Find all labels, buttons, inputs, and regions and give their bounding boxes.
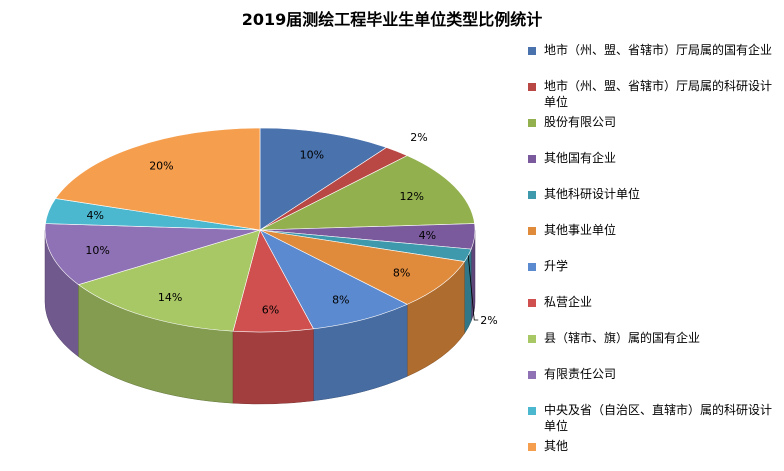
- legend-label: 地市（州、盟、省辖市）厅局属的国有企业: [544, 43, 773, 57]
- legend-label: 其他: [544, 439, 569, 453]
- legend-item-10: 有限责任公司: [528, 366, 780, 382]
- pie-slice-9: [77, 229, 261, 332]
- legend-swatch: [528, 335, 536, 343]
- data-label-4: 4%: [419, 229, 436, 242]
- pie-slice-12: [55, 127, 261, 231]
- legend-item-6: 其他事业单位: [528, 222, 780, 238]
- legend-item-12: 其他: [528, 438, 780, 454]
- legend-swatch: [528, 155, 536, 163]
- data-label-3: 12%: [400, 190, 424, 203]
- pie-slice-3: [259, 155, 475, 231]
- legend-item-11: 中央及省（自治区、直辖市）属的科研设计单位: [528, 402, 780, 434]
- legend-label: 股份有限公司: [544, 115, 617, 129]
- data-label-11: 4%: [87, 209, 104, 222]
- pie-side-8: [232, 328, 314, 405]
- data-label-1: 10%: [300, 148, 324, 161]
- data-label-7: 8%: [332, 294, 349, 307]
- legend-item-7: 升学: [528, 258, 780, 274]
- data-label-9: 14%: [158, 291, 182, 304]
- legend-label: 地市（州、盟、省辖市）厅局属的科研设计单位: [544, 79, 773, 109]
- legend-label: 升学: [544, 259, 569, 273]
- legend-label: 中央及省（自治区、直辖市）属的科研设计单位: [544, 403, 773, 433]
- legend-label: 其他科研设计单位: [544, 187, 641, 201]
- legend-label: 有限责任公司: [544, 367, 617, 381]
- data-label-12: 20%: [149, 160, 173, 173]
- data-label-5: 2%: [480, 314, 497, 327]
- data-label-10: 10%: [85, 244, 109, 257]
- pie-slice-10: [44, 223, 261, 285]
- legend-label: 其他事业单位: [544, 223, 617, 237]
- data-label-6: 8%: [393, 267, 410, 280]
- pie-top: [44, 127, 476, 333]
- legend-label: 私营企业: [544, 295, 593, 309]
- data-label-8: 6%: [262, 303, 279, 316]
- legend-item-5: 其他科研设计单位: [528, 186, 780, 202]
- legend-label: 县（辖市、旗）属的国有企业: [544, 331, 701, 345]
- pie-side-5: [464, 249, 472, 335]
- legend-item-3: 股份有限公司: [528, 114, 780, 130]
- legend-swatch: [528, 443, 536, 451]
- legend-swatch: [528, 47, 536, 55]
- legend-item-1: 地市（州、盟、省辖市）厅局属的国有企业: [528, 42, 780, 58]
- legend-item-8: 私营企业: [528, 294, 780, 310]
- legend-item-2: 地市（州、盟、省辖市）厅局属的科研设计单位: [528, 78, 780, 110]
- pie-slice-7: [259, 229, 408, 330]
- legend-swatch: [528, 299, 536, 307]
- legend-item-9: 县（辖市、旗）属的国有企业: [528, 330, 780, 346]
- leader-line-5: [467, 255, 479, 321]
- pie-slice-1: [259, 127, 388, 231]
- legend-label: 其他国有企业: [544, 151, 617, 165]
- legend-swatch: [528, 119, 536, 127]
- legend-swatch: [528, 371, 536, 379]
- legend-swatch: [528, 83, 536, 91]
- data-label-2: 2%: [410, 131, 427, 144]
- legend-item-4: 其他国有企业: [528, 150, 780, 166]
- legend-swatch: [528, 263, 536, 271]
- legend-swatch: [528, 191, 536, 199]
- pie-labels: 10% 2% 12% 4% 2% 8% 8% 6% 14% 10% 4% 20%: [85, 131, 497, 327]
- chart-title: 2019届测绘工程毕业生单位类型比例统计: [241, 10, 543, 29]
- pie-slice-6: [259, 229, 465, 305]
- legend-swatch: [528, 407, 536, 415]
- legend-swatch: [528, 227, 536, 235]
